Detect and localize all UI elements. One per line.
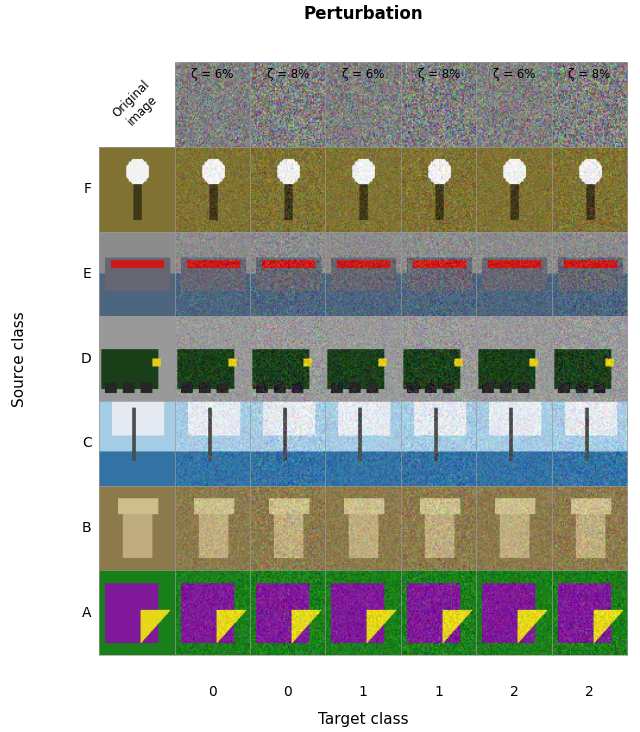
Text: Source class: Source class bbox=[12, 311, 27, 406]
Text: 2: 2 bbox=[585, 685, 594, 699]
Text: B: B bbox=[82, 521, 92, 535]
Text: ζ = 8%: ζ = 8% bbox=[568, 68, 611, 81]
Text: ζ = 8%: ζ = 8% bbox=[267, 68, 309, 81]
Text: C: C bbox=[82, 436, 92, 450]
Text: ζ = 6%: ζ = 6% bbox=[191, 68, 234, 81]
Text: A: A bbox=[82, 606, 92, 620]
Text: F: F bbox=[83, 182, 92, 196]
Text: 0: 0 bbox=[284, 685, 292, 699]
Text: ζ = 6%: ζ = 6% bbox=[342, 68, 385, 81]
Text: ζ = 6%: ζ = 6% bbox=[493, 68, 535, 81]
Text: ζ = 8%: ζ = 8% bbox=[417, 68, 460, 81]
Text: 1: 1 bbox=[359, 685, 367, 699]
Text: Target class: Target class bbox=[318, 712, 408, 727]
Text: D: D bbox=[81, 351, 92, 366]
Text: 2: 2 bbox=[509, 685, 518, 699]
Text: 0: 0 bbox=[208, 685, 217, 699]
Text: Perturbation: Perturbation bbox=[303, 4, 423, 23]
Text: E: E bbox=[83, 267, 92, 281]
Text: 1: 1 bbox=[434, 685, 443, 699]
Text: Original
image: Original image bbox=[111, 78, 163, 131]
